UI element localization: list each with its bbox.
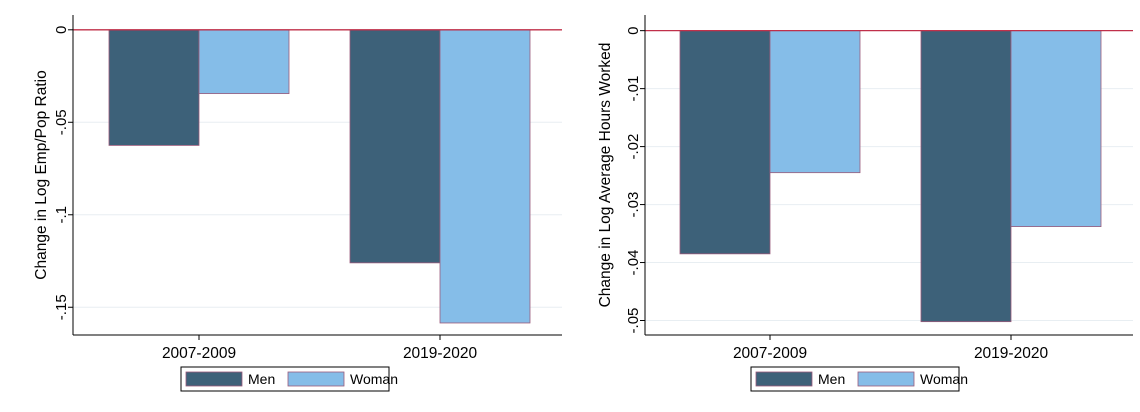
x-category-label: 2019-2020 [974,345,1049,362]
x-category-label: 2019-2020 [403,345,478,362]
y-tick-label: -.04 [625,250,642,276]
legend-label-men: Men [818,371,845,387]
x-category-label: 2007-2009 [162,345,236,362]
legend-key-woman [857,371,915,387]
x-category-label: 2007-2009 [733,345,807,362]
y-tick-label: -.05 [53,109,70,135]
y-tick-label: -.02 [625,134,642,160]
y-axis-title: Change in Log Average Hours Worked [597,43,614,308]
legend-label-woman: Woman [920,371,968,387]
y-tick-label: -.03 [625,192,642,218]
bar-woman-2019-2020 [1010,30,1102,227]
legend-key-men [185,371,243,387]
chart-hours-worked: 0 -.01 -.02 -.03 -.04 -.05 2007-2009 2019-2020 C… [570,0,1140,412]
legend-key-men [755,371,813,387]
y-tick-label: -.15 [53,294,70,320]
y-axis-title: Change in Log Emp/Pop Ratio [33,70,50,279]
legend-label-men: Men [248,371,275,387]
y-tick-label: -.01 [625,76,642,102]
chart-emp-pop-svg: 0 -.05 -.1 -.15 2007-2009 2019-2020 Change in … [33,15,562,392]
bar-men-2007-2009 [679,30,771,255]
bar-woman-2007-2009 [198,29,290,95]
chart-emp-pop-ratio: 0 -.05 -.1 -.15 2007-2009 2019-2020 Change in … [33,15,562,392]
bar-men-2019-2020 [349,29,441,264]
bar-woman-2007-2009 [769,30,861,174]
y-tick-label: -.1 [53,206,70,224]
y-tick-label: 0 [53,26,70,34]
legend-key-woman [287,371,345,387]
y-tick-label: 0 [625,26,642,34]
bar-woman-2019-2020 [439,29,531,324]
y-tick-label: -.05 [625,308,642,334]
legend-label-woman: Woman [350,371,398,387]
bar-men-2019-2020 [920,30,1012,323]
bar-men-2007-2009 [108,29,200,146]
chart-hours-svg: 0 -.01 -.02 -.03 -.04 -.05 2007-2009 2019-2020 C… [597,15,1133,392]
